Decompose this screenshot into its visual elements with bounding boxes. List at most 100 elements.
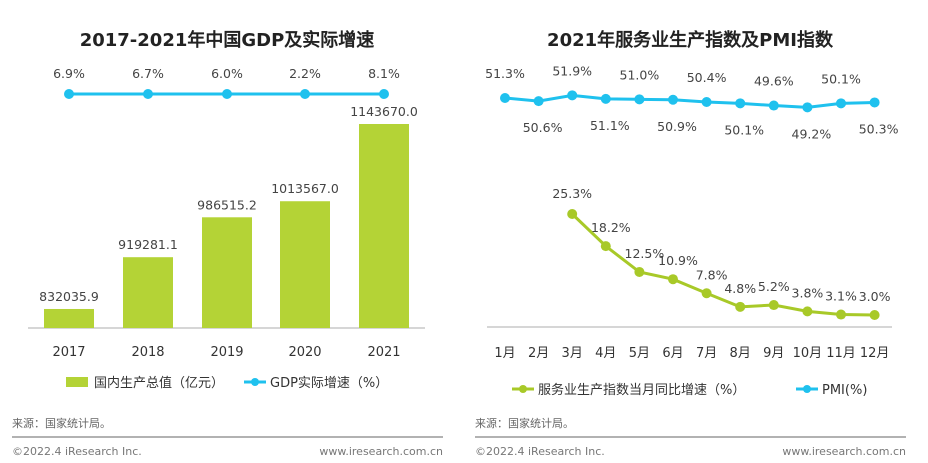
pmi-label: 50.6% bbox=[523, 120, 563, 135]
pmi-label: 50.1% bbox=[724, 122, 764, 137]
services-point bbox=[802, 306, 813, 317]
bar-label: 1013567.0 bbox=[271, 181, 339, 196]
legend-swatch-gdp bbox=[66, 377, 88, 387]
pmi-label: 50.1% bbox=[821, 71, 861, 86]
pmi-point bbox=[634, 94, 645, 105]
gdp-chart: 832035.9 2017 919281.1 2018 986515.2 2019 1013… bbox=[28, 66, 425, 360]
x-tick-label: 9月 bbox=[763, 346, 784, 361]
pmi-point bbox=[701, 96, 712, 107]
right-chart-title: 2021年服务业生产指数及PMI指数 bbox=[547, 29, 834, 51]
bar-label: 832035.9 bbox=[39, 289, 99, 304]
x-tick-label: 3月 bbox=[562, 346, 583, 361]
services-point bbox=[600, 241, 611, 252]
pmi-point bbox=[869, 97, 880, 108]
legend-label-gdp: 国内生产总值（亿元） bbox=[94, 375, 224, 391]
x-tick-label: 1月 bbox=[494, 346, 515, 361]
services-label: 3.8% bbox=[792, 285, 824, 300]
services-label: 18.2% bbox=[591, 220, 631, 235]
bar-label: 986515.2 bbox=[197, 197, 257, 212]
x-tick-label: 5月 bbox=[629, 346, 650, 361]
services-pmi-chart: 1月 2月 3月 4月 5月 6月 7月 8月 9月 10月 11月 12月 51.3% 50.6% 51.… bbox=[485, 63, 898, 361]
growth-label: 6.9% bbox=[53, 66, 85, 81]
pmi-label: 50.9% bbox=[657, 119, 697, 134]
x-tick-label: 2021 bbox=[367, 345, 400, 360]
website-left: www.iresearch.com.cn bbox=[319, 445, 443, 458]
pmi-label: 51.3% bbox=[485, 66, 525, 81]
services-point bbox=[768, 300, 779, 311]
services-label: 10.9% bbox=[658, 253, 698, 268]
services-label: 4.8% bbox=[724, 281, 756, 296]
pmi-label: 50.4% bbox=[687, 70, 727, 85]
x-tick-label: 2020 bbox=[288, 345, 321, 360]
x-tick-label: 7月 bbox=[696, 346, 717, 361]
legend-marker-growth bbox=[251, 378, 259, 386]
services-point bbox=[701, 288, 712, 299]
x-tick-label: 6月 bbox=[662, 346, 683, 361]
copyright-right: ©2022.4 iResearch Inc. bbox=[475, 445, 605, 458]
pmi-line bbox=[504, 93, 875, 109]
x-tick-label: 2018 bbox=[131, 345, 164, 360]
x-tick-label: 10月 bbox=[793, 346, 823, 361]
pmi-label: 51.1% bbox=[590, 118, 630, 133]
growth-point bbox=[143, 89, 153, 99]
x-tick-label: 8月 bbox=[730, 346, 751, 361]
x-tick-label: 11月 bbox=[826, 346, 856, 361]
legend-label-services: 服务业生产指数当月同比增速（%） bbox=[538, 382, 745, 398]
growth-label: 2.2% bbox=[289, 66, 321, 81]
services-label: 12.5% bbox=[625, 246, 665, 261]
legend-marker-services bbox=[519, 385, 527, 393]
source-note-right: 来源：国家统计局。 bbox=[475, 416, 574, 430]
services-label: 25.3% bbox=[552, 186, 592, 201]
legend-marker-pmi bbox=[803, 385, 811, 393]
services-label: 3.1% bbox=[825, 289, 857, 304]
services-point bbox=[634, 266, 645, 277]
pmi-point bbox=[567, 90, 578, 101]
website-right: www.iresearch.com.cn bbox=[782, 445, 906, 458]
bar-2021 bbox=[359, 124, 409, 328]
growth-point bbox=[64, 89, 74, 99]
left-chart-title: 2017-2021年中国GDP及实际增速 bbox=[80, 29, 375, 51]
pmi-point bbox=[735, 98, 746, 109]
pmi-label: 51.9% bbox=[552, 63, 592, 78]
services-point bbox=[869, 310, 880, 320]
copyright-left: ©2022.4 iResearch Inc. bbox=[12, 445, 142, 458]
growth-point bbox=[300, 89, 310, 99]
services-point bbox=[735, 301, 746, 312]
growth-label: 6.7% bbox=[132, 66, 164, 81]
growth-label: 6.0% bbox=[211, 66, 243, 81]
pmi-point bbox=[500, 93, 510, 103]
growth-label: 8.1% bbox=[368, 66, 400, 81]
services-label: 5.2% bbox=[758, 279, 790, 294]
services-label: 7.8% bbox=[696, 267, 728, 282]
pmi-label: 50.3% bbox=[859, 121, 899, 136]
x-tick-label: 12月 bbox=[860, 346, 890, 361]
legend-label-growth: GDP实际增速（%） bbox=[270, 376, 388, 391]
bar-2017 bbox=[44, 308, 94, 328]
pmi-label: 51.0% bbox=[620, 67, 660, 82]
bar-label: 919281.1 bbox=[118, 237, 178, 252]
bar-2020 bbox=[280, 201, 330, 328]
pmi-point bbox=[768, 100, 779, 111]
x-tick-label: 4月 bbox=[595, 346, 616, 361]
services-point bbox=[836, 309, 846, 320]
growth-point bbox=[222, 89, 232, 99]
bar-label: 1143670.0 bbox=[350, 104, 418, 119]
pmi-point bbox=[668, 94, 678, 105]
services-point bbox=[567, 208, 578, 219]
x-tick-label: 2月 bbox=[528, 346, 549, 361]
pmi-label: 49.2% bbox=[792, 126, 832, 141]
legend-label-pmi: PMI(%) bbox=[822, 383, 867, 398]
pmi-point bbox=[533, 96, 544, 107]
growth-point bbox=[379, 89, 389, 99]
services-line bbox=[571, 212, 875, 317]
pmi-point bbox=[802, 102, 813, 113]
source-note-left: 来源：国家统计局。 bbox=[12, 416, 111, 430]
x-tick-label: 2017 bbox=[52, 345, 85, 360]
pmi-point bbox=[600, 93, 611, 104]
pmi-label: 49.6% bbox=[754, 74, 794, 89]
pmi-point bbox=[836, 98, 846, 109]
services-label: 3.0% bbox=[859, 289, 891, 304]
x-tick-label: 2019 bbox=[210, 345, 243, 360]
services-point bbox=[668, 274, 678, 285]
